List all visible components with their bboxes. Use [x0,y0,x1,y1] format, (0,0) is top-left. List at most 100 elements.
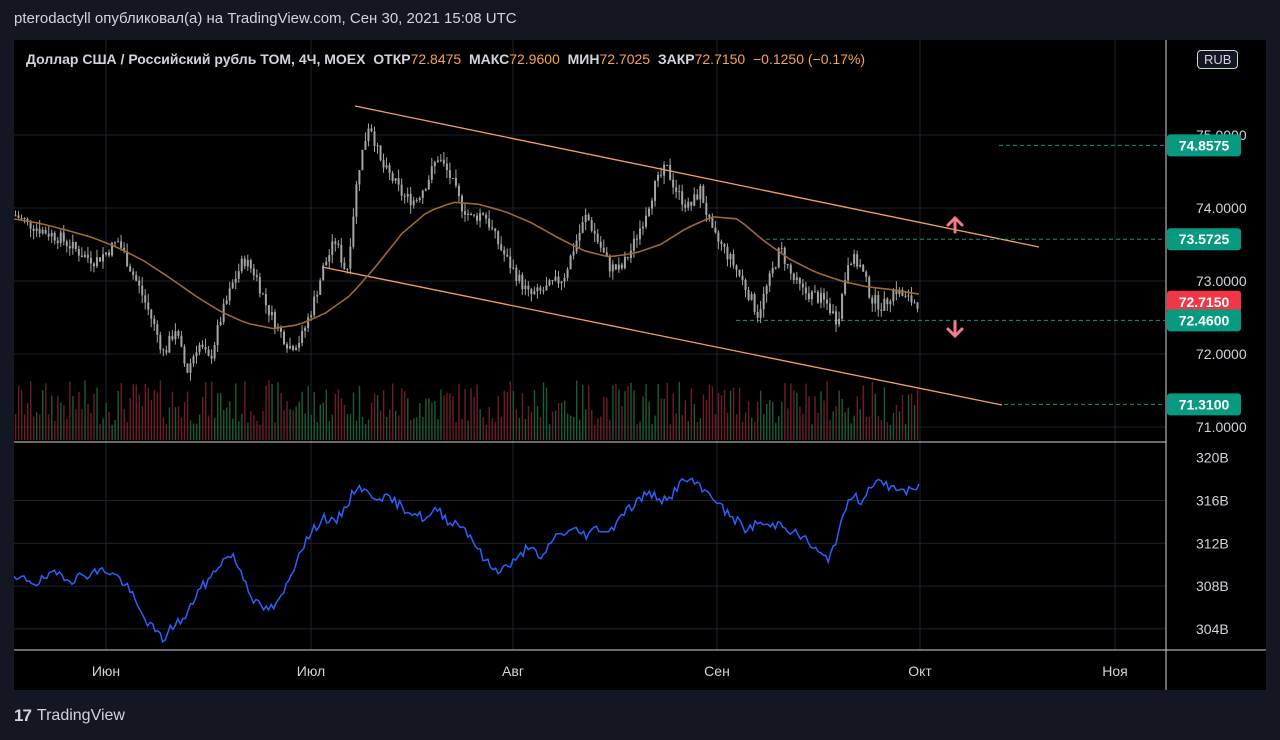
volume-bar [346,414,349,440]
candle-body [346,268,349,270]
volume-bar [395,410,397,440]
price-level-lines[interactable] [736,144,1166,405]
volume-bar [741,421,744,440]
volume-bar [373,393,376,440]
candle-body [485,214,488,219]
candle-body [80,255,83,258]
currency-button[interactable]: RUB [1197,50,1239,69]
candle-body [771,267,774,274]
volume-bar [186,391,189,440]
candle-body [98,257,101,262]
volume-bar [874,393,877,440]
volume-bar [624,391,626,440]
volume-bar [361,416,364,440]
volume-bar [491,418,493,440]
volume-bar [57,395,59,440]
volume-bar [868,416,871,440]
x-tick-label: Авг [502,663,524,679]
volume-bar [117,390,119,440]
candle-body [433,162,436,167]
obv-tick-label: 304B [1196,621,1229,637]
volume-bar [772,401,774,440]
volume-bar [316,421,318,440]
candle-body [672,179,675,188]
candle-body [832,311,835,314]
candle-body [762,293,765,310]
volume-bar [111,424,113,440]
volume-bar [563,400,566,440]
candle-body [234,278,237,283]
volume-bar [90,413,92,440]
candle-body [560,281,563,284]
volume-bar [238,421,240,440]
volume-bar [331,414,334,440]
volume-bar [455,422,457,440]
volume-bar [48,414,50,440]
candle-body [415,199,418,201]
candle-body [56,240,59,244]
candle-body [397,178,400,185]
candle-body [789,264,792,274]
volume-bar [811,424,813,440]
volume-bar [198,414,201,440]
candle-body [506,254,509,257]
candle-body [892,289,895,302]
candle-body [430,166,433,180]
candle-body [225,300,228,304]
volume-bar [820,391,822,440]
candle-body [717,232,720,242]
volume-bar [579,419,581,440]
volume-bar [763,413,765,440]
candle-body [581,222,584,233]
candle-body [632,238,635,251]
volume-bar [388,409,391,440]
volume-bar [364,423,367,440]
candle-body [421,190,424,198]
candle-body [189,363,192,373]
volume-bar [144,383,147,440]
volume-bar [916,389,919,440]
candle-body [144,295,147,303]
volume-bar [618,389,620,440]
volume-bar [108,411,110,440]
volume-bar [192,423,195,440]
volume-bar [69,381,71,440]
tradingview-logo-text[interactable]: TradingView [36,707,125,724]
trend-lines[interactable] [321,105,1040,406]
volume-bar [482,416,484,440]
arrows[interactable] [946,215,964,339]
volume-bar [856,396,858,440]
tradingview-logo-icon[interactable]: 17 [14,706,32,725]
volume-bar [527,406,530,440]
volume-bar [588,385,590,440]
chart-area[interactable]: ИюнИюлАвгСенОктНоя7675.000074.000073.000… [14,40,1266,690]
obv-tick-label: 320B [1196,450,1229,466]
obv-tick-label: 312B [1196,535,1229,551]
arrow-up-icon [946,215,964,234]
price-badge-bg [1167,309,1241,332]
volume-bar [220,393,222,440]
volume-bar [431,402,433,440]
candle-body [114,242,117,244]
volume-bar [367,419,370,440]
candle-body [382,160,385,168]
price-badge: 72.7150 [1167,290,1241,313]
volume-bar [524,418,527,440]
volume-bar [895,404,898,440]
candle-body [536,287,539,292]
volume-bar [214,417,216,440]
candle-body [901,289,904,296]
volume-bar [702,394,705,440]
candle-body [605,252,608,257]
chart-canvas[interactable]: ИюнИюлАвгСенОктНоя7675.000074.000073.000… [14,40,1266,690]
candle-body [451,177,454,179]
volume-bar [675,413,677,440]
candle-body [904,295,907,297]
volume-bar [304,413,306,440]
axes: ИюнИюлАвгСенОктНоя7675.000074.000073.000… [92,54,1247,679]
open-label: ОТКР [373,51,411,67]
candle-body [539,287,542,291]
volume-bar [156,392,159,440]
volume-bar [241,414,243,440]
candle-body [150,309,153,319]
